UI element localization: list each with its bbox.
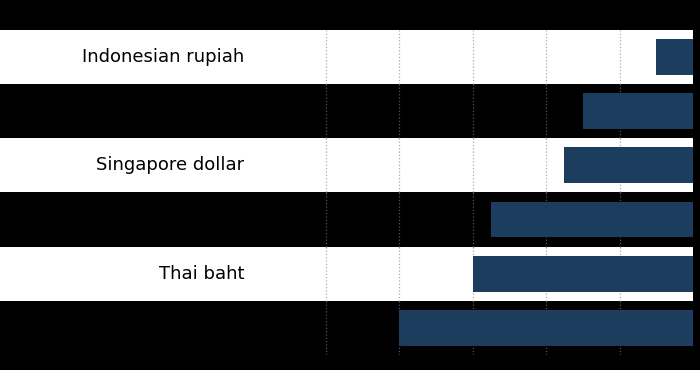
Bar	[491, 202, 693, 237]
Text: Thai baht: Thai baht	[159, 265, 244, 283]
Bar	[0, 192, 252, 247]
Bar	[564, 148, 693, 183]
Bar	[0, 84, 252, 138]
Bar	[0, 30, 252, 84]
Text: Singapore dollar: Singapore dollar	[97, 156, 244, 174]
Bar	[252, 30, 693, 84]
Bar	[252, 301, 693, 355]
Text: Indonesian rupiah: Indonesian rupiah	[82, 48, 244, 66]
Bar	[252, 192, 693, 247]
Bar	[657, 39, 693, 74]
Bar	[399, 310, 693, 346]
Bar	[252, 247, 693, 301]
Bar	[0, 247, 252, 301]
Bar	[252, 84, 693, 138]
Bar	[582, 93, 693, 129]
Bar	[473, 256, 693, 292]
Bar	[0, 301, 252, 355]
Bar	[252, 138, 693, 192]
Bar	[0, 138, 252, 192]
